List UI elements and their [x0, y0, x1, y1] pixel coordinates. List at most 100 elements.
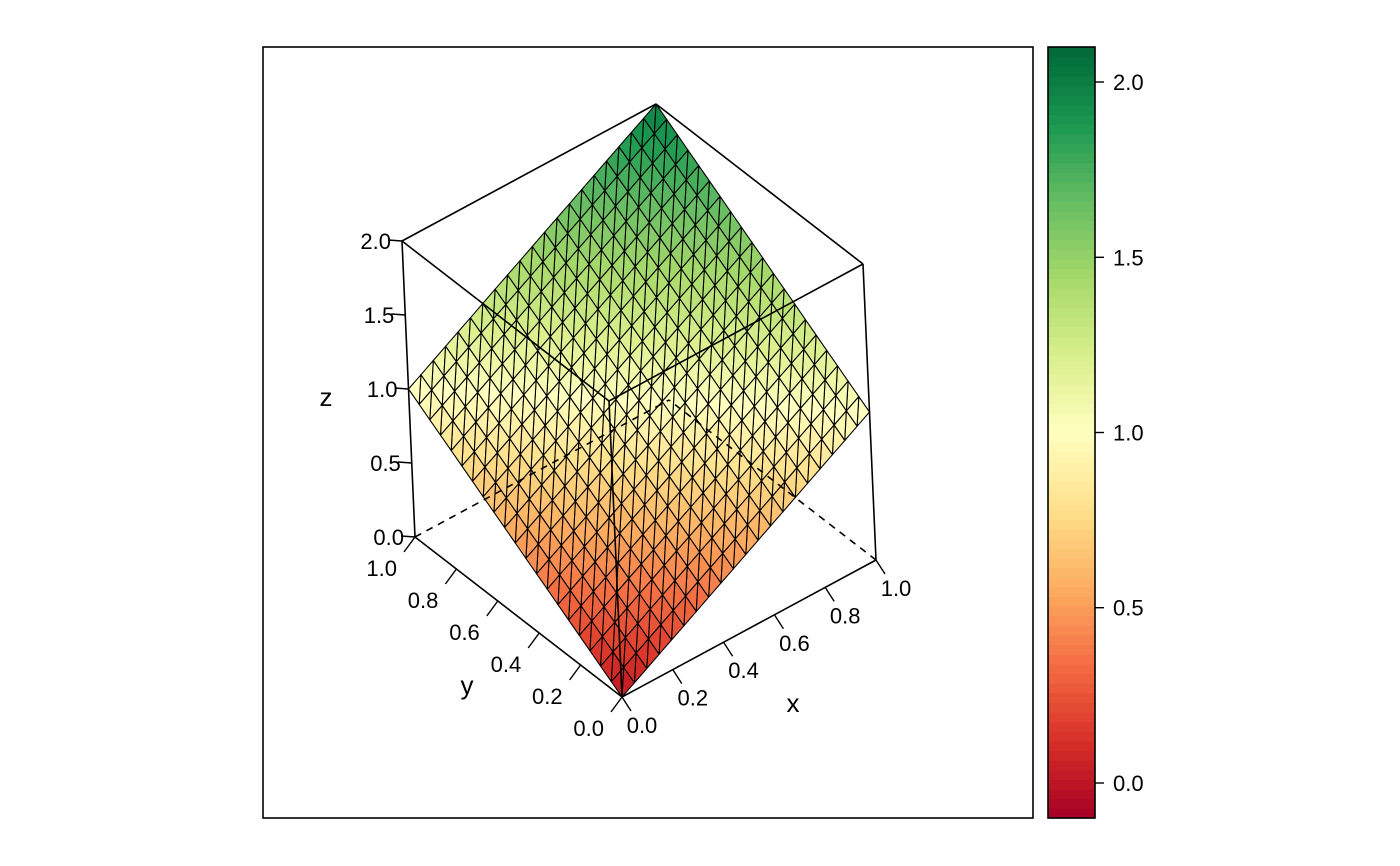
colorbar-band	[1048, 162, 1095, 173]
x-tick-label: 0.4	[728, 658, 759, 683]
colorbar-band	[1048, 124, 1095, 135]
z-tick	[400, 535, 416, 538]
box-edge-hidden	[668, 399, 877, 561]
colorbar-band	[1048, 471, 1095, 482]
colorbar-band	[1048, 769, 1095, 781]
surface-facet	[504, 512, 518, 544]
colorbar-band	[1048, 490, 1095, 501]
colorbar-band	[1048, 577, 1095, 588]
axes: 0.0 0.2 0.4 0.6 0.8 1.0 0.0 0.2 0.4 0.6 0.8 1.0 0.0 0…	[360, 229, 911, 741]
colorbar-band	[1048, 259, 1095, 270]
z-tick	[391, 313, 406, 316]
colorbar-band	[1048, 740, 1095, 752]
colorbar-band	[1048, 210, 1095, 222]
colorbar-band	[1048, 268, 1095, 279]
x-tick	[875, 559, 886, 575]
z-tick	[394, 387, 409, 390]
x-tick-label: 0.0	[627, 713, 658, 738]
colorbar-band	[1048, 625, 1095, 636]
colorbar-band	[1048, 220, 1095, 231]
colorbar-band	[1048, 683, 1095, 694]
colorbar-band	[1048, 567, 1095, 578]
surface-facet	[536, 558, 550, 590]
x-tick-label: 0.6	[779, 631, 810, 656]
bounding-box	[401, 103, 877, 698]
colorbar: 0.0 0.5 1.0 1.5 2.0	[1047, 46, 1144, 819]
box-edge	[401, 103, 657, 242]
box-edge	[401, 240, 610, 402]
z-tick-label: 0.0	[373, 525, 404, 550]
surface-layer	[407, 103, 871, 698]
y-tick	[569, 664, 582, 681]
x-tick	[723, 641, 734, 657]
colorbar-band	[1048, 47, 1095, 58]
colorbar-band	[1048, 673, 1095, 684]
surface-facet	[450, 435, 465, 467]
colorbar-band	[1048, 336, 1095, 347]
surface-facet	[525, 543, 539, 575]
box-edge	[862, 263, 877, 561]
colorbar-band	[1048, 201, 1095, 212]
box-edge	[608, 400, 623, 698]
colorbar-band	[1048, 499, 1095, 511]
colorbar-band	[1048, 114, 1095, 125]
colorbar-band	[1048, 316, 1095, 328]
colorbar-band	[1048, 230, 1095, 241]
colorbar-band	[1048, 644, 1095, 655]
colorbar-band	[1048, 181, 1095, 193]
z-tick	[387, 239, 403, 242]
colorbar-band	[1048, 104, 1095, 116]
colorbar-band	[1048, 605, 1095, 617]
colorbar-tick-label: 2.0	[1113, 70, 1144, 95]
colorbar-band	[1048, 528, 1095, 540]
colorbar-band	[1048, 239, 1095, 250]
colorbar-band	[1048, 702, 1095, 713]
plot-panel-border	[262, 46, 1034, 819]
z-tick	[397, 461, 412, 464]
colorbar-band	[1048, 548, 1095, 559]
colorbar-band	[1048, 413, 1095, 424]
surface-facet	[546, 574, 561, 606]
y-tick	[610, 696, 623, 713]
colorbar-band	[1048, 365, 1095, 376]
colorbar-band	[1048, 403, 1095, 414]
y-tick	[444, 568, 457, 585]
colorbar-band	[1048, 393, 1095, 405]
y-tick-label: 0.0	[573, 716, 604, 741]
surface-facet	[461, 451, 475, 482]
colorbar-band	[1048, 95, 1095, 106]
colorbar-band	[1048, 56, 1095, 67]
colorbar-band	[1048, 461, 1095, 472]
y-axis-title: y	[461, 670, 474, 700]
surface-facet	[472, 466, 486, 498]
box-edge	[608, 263, 864, 402]
colorbar-band	[1048, 789, 1095, 800]
colorbar-band	[1048, 345, 1095, 356]
colorbar-band	[1048, 326, 1095, 337]
colorbar-band	[1048, 808, 1095, 819]
x-tick	[824, 587, 835, 602]
colorbar-band	[1048, 153, 1095, 164]
colorbar-band	[1048, 779, 1095, 790]
colorbar-band	[1048, 798, 1095, 809]
x-tick	[672, 669, 683, 684]
colorbar-band	[1048, 711, 1095, 723]
z-tick-label: 1.5	[364, 303, 395, 328]
colorbar-band	[1048, 750, 1095, 761]
colorbar-band	[1048, 133, 1095, 144]
surface-facet	[720, 552, 734, 584]
colorbar-band	[1048, 307, 1095, 318]
surface-facet	[439, 420, 454, 452]
colorbar-band	[1048, 172, 1095, 183]
y-tick-label: 0.8	[408, 588, 439, 613]
y-tick-label: 0.4	[491, 652, 522, 677]
x-axis-title: x	[787, 688, 800, 718]
colorbar-band	[1048, 287, 1095, 299]
colorbar-band	[1048, 355, 1095, 366]
z-tick-label: 2.0	[360, 229, 391, 254]
colorbar-band	[1048, 143, 1095, 154]
colorbar-tick-label: 0.5	[1113, 596, 1144, 621]
colorbar-band	[1048, 586, 1095, 597]
z-axis-title: z	[320, 382, 333, 412]
